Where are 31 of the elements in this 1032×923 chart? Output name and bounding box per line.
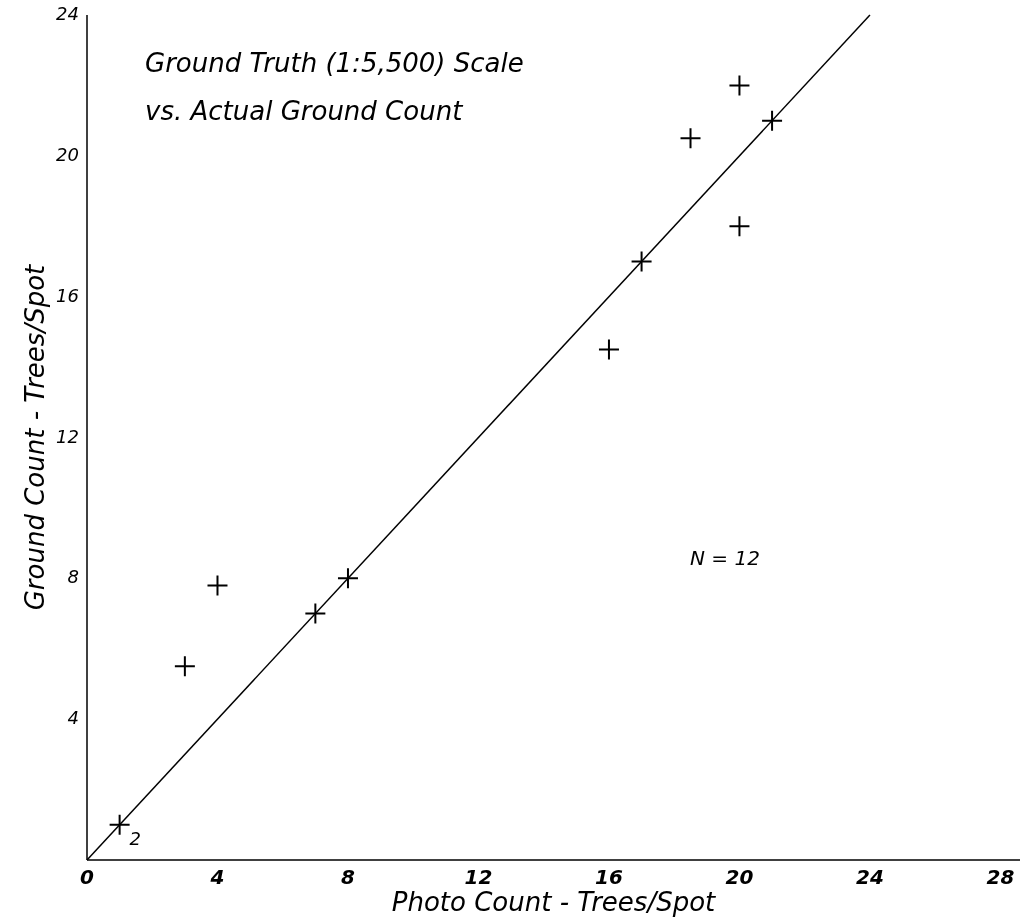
x-tick-label: 16	[595, 865, 623, 889]
point	[728, 74, 751, 97]
x-tick-label: 24	[856, 865, 884, 889]
point	[206, 574, 229, 597]
point	[630, 250, 653, 273]
point	[761, 109, 784, 132]
y-tick-label: 12	[56, 425, 79, 447]
x-tick-label: 4	[209, 865, 225, 889]
y-tick-label: 24	[56, 3, 79, 24]
x-tick-label: 0	[80, 865, 95, 889]
y-axis-title: Ground Count - Trees/Spot	[20, 263, 50, 611]
text: Ground Truth (1:5,500) Scale	[145, 48, 524, 78]
point	[597, 338, 620, 361]
x-tick-label: 28	[986, 865, 1015, 889]
annotation: 2	[129, 827, 142, 849]
x-tick-label: 8	[341, 865, 356, 889]
point	[336, 567, 359, 590]
x-tick-label: 20	[725, 865, 754, 889]
text: vs. Actual Ground Count	[145, 96, 464, 126]
point	[304, 602, 327, 625]
point	[679, 127, 702, 150]
point	[728, 215, 751, 238]
point	[173, 655, 196, 678]
annotation: N = 12	[690, 546, 760, 570]
y-tick-label: 4	[67, 707, 79, 729]
y-tick-label: 16	[56, 284, 79, 306]
y-tick-label: 20	[56, 143, 79, 165]
y-tick-label: 8	[67, 566, 79, 588]
x-tick-label: 12	[464, 865, 493, 889]
point	[108, 813, 131, 836]
x-axis-title: Photo Count - Trees/Spot	[391, 887, 717, 917]
